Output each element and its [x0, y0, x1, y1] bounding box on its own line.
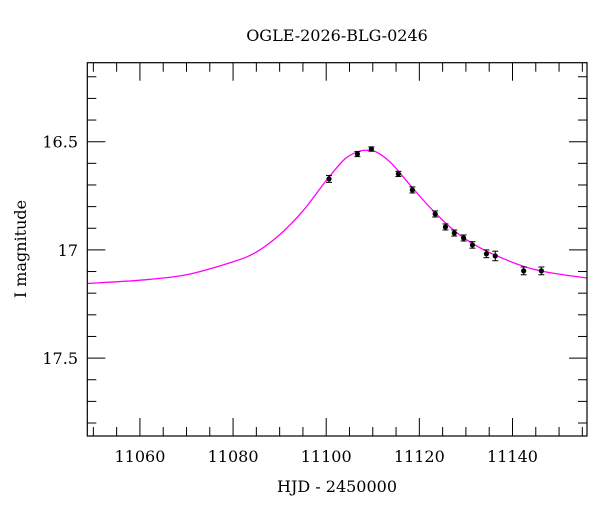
x-tick-label: 11140 [487, 447, 538, 466]
data-point [395, 171, 401, 177]
y-tick-label: 16.5 [42, 133, 78, 152]
data-point [469, 242, 476, 248]
data-point [368, 146, 374, 152]
data-point [460, 235, 467, 241]
x-tick-label: 11060 [114, 447, 165, 466]
y-tick-label: 17.5 [42, 349, 78, 368]
data-point [492, 253, 498, 259]
data-point [326, 176, 332, 182]
model-curve [87, 149, 588, 285]
y-tick-label: 17 [58, 241, 78, 260]
data-point [483, 251, 490, 257]
x-tick-label: 11120 [394, 447, 445, 466]
data-point [442, 224, 449, 230]
plot-frame [86, 62, 588, 437]
data-point [432, 211, 438, 217]
data-point [521, 268, 527, 274]
x-axis-label: HJD - 2450000 [277, 477, 397, 496]
chart-title: OGLE-2026-BLG-0246 [246, 26, 428, 45]
x-tick-label: 11100 [301, 447, 352, 466]
data-point [354, 151, 361, 157]
data-point [538, 268, 544, 274]
x-tick-label: 11080 [208, 447, 259, 466]
y-axis-label: I magnitude [11, 200, 30, 298]
data-point [409, 187, 415, 193]
data-point [451, 230, 457, 236]
